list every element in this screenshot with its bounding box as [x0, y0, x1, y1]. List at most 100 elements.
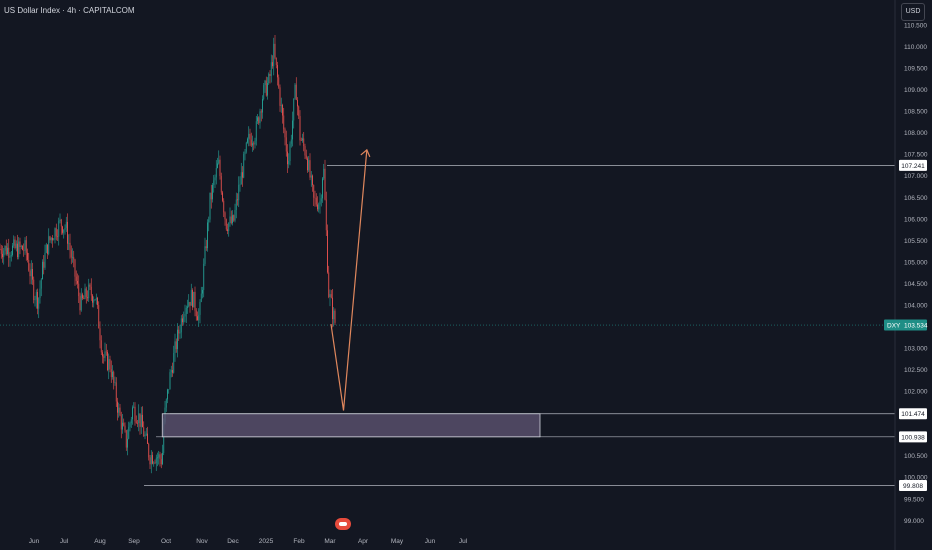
candle-body: [39, 288, 41, 299]
price-tick-label: 106.500: [904, 195, 928, 202]
candle-body: [160, 459, 162, 465]
level-price-badge: [899, 408, 927, 420]
candle-body: [274, 43, 276, 58]
candle-body: [188, 302, 190, 307]
candle-body: [92, 295, 93, 303]
candle-body: [99, 328, 101, 341]
tradingview-logo-icon[interactable]: [335, 518, 351, 530]
candle-body: [289, 143, 291, 162]
candle-body: [292, 120, 293, 140]
candle-body: [284, 129, 286, 138]
candle-body: [205, 246, 207, 249]
candle-body: [302, 138, 303, 141]
candle-body: [287, 151, 288, 165]
candle-body: [2, 253, 3, 258]
candle-body: [314, 197, 316, 199]
candle-body: [312, 175, 313, 185]
candle-body: [229, 216, 231, 223]
candle-body: [83, 298, 85, 300]
projection-arrowhead[interactable]: [360, 148, 371, 158]
candle-body: [174, 341, 176, 354]
candle-body: [322, 178, 323, 199]
candle-body: [247, 138, 248, 143]
chart-title: US Dollar Index · 4h · CAPITALCOM: [4, 6, 135, 15]
price-axis[interactable]: 110.500 110.000 109.500 109.000 108.500 108.0…: [904, 23, 928, 525]
candle-body: [38, 298, 40, 309]
candle-body: [42, 261, 43, 280]
time-axis[interactable]: Jun Jul Aug Sep Oct Nov Dec 2025 Feb Mar Apr May Jun…: [29, 538, 468, 545]
candle-body: [70, 250, 72, 258]
price-tick-label: 100.000: [904, 475, 928, 482]
candle-body: [299, 116, 301, 141]
candle-body: [169, 372, 171, 390]
candle-body: [105, 351, 107, 353]
candle-body: [288, 161, 290, 165]
candle-body: [100, 340, 102, 353]
candle-body: [194, 291, 196, 311]
candle-body: [178, 329, 180, 334]
candle-body: [17, 243, 18, 258]
candle-body: [304, 146, 306, 156]
candle-body: [280, 104, 282, 106]
candle-body: [62, 226, 63, 233]
candle-body: [185, 307, 187, 315]
candle-body: [95, 297, 97, 300]
candle-body: [273, 43, 275, 67]
candle-body: [328, 272, 330, 298]
candle-body: [203, 263, 205, 290]
candle-body: [47, 244, 48, 254]
candle-body: [183, 316, 185, 323]
candle-body: [207, 222, 208, 249]
time-tick-label: Jul: [60, 538, 69, 545]
candle-body: [55, 228, 57, 237]
candle-body: [155, 457, 157, 464]
candle-body: [49, 236, 51, 241]
candle-body: [124, 425, 126, 431]
candle-body: [260, 111, 262, 113]
candle-body: [94, 299, 96, 301]
candle-body: [173, 353, 175, 373]
price-tick-label: 107.000: [904, 173, 928, 180]
time-tick-label: Jun: [425, 538, 436, 545]
projection-path[interactable]: [330, 149, 368, 411]
price-tick-label: 102.000: [904, 389, 928, 396]
candle-body: [45, 244, 47, 253]
candle-body: [263, 85, 265, 100]
price-tick-label: 104.000: [904, 302, 928, 309]
time-tick-label: Oct: [161, 538, 171, 545]
candle-body: [33, 279, 35, 300]
time-tick-label: Sep: [128, 538, 140, 545]
candle-body: [140, 414, 142, 427]
candle-body: [112, 371, 113, 378]
candle-body: [68, 242, 70, 244]
projection-layer[interactable]: [330, 148, 371, 411]
candle-body: [313, 184, 315, 198]
candle-body: [154, 462, 156, 464]
candle-body: [198, 314, 200, 321]
candle-body: [143, 427, 145, 437]
demand-zone-rect[interactable]: [161, 413, 541, 438]
candle-body: [323, 168, 325, 179]
candle-body: [104, 351, 106, 358]
candle-body: [158, 454, 160, 458]
price-tick-label: 105.000: [904, 259, 928, 266]
candle-body: [333, 310, 335, 320]
candle-body: [72, 256, 73, 258]
candle-body: [330, 294, 332, 298]
candle-body: [97, 297, 98, 305]
candle-body: [59, 219, 61, 221]
candle-body: [332, 297, 333, 320]
candle-body: [30, 268, 32, 277]
candle-body: [157, 457, 158, 459]
candle-body: [119, 407, 121, 416]
candle-body: [290, 139, 292, 144]
demand-zone-layer[interactable]: [161, 413, 541, 438]
candle-body: [12, 245, 13, 255]
level-price-badge: [899, 480, 927, 492]
candle-body: [224, 212, 226, 220]
candle-body: [233, 215, 235, 221]
currency-button[interactable]: USD: [901, 3, 925, 21]
candle-body: [118, 407, 120, 413]
candle-body: [253, 143, 255, 145]
